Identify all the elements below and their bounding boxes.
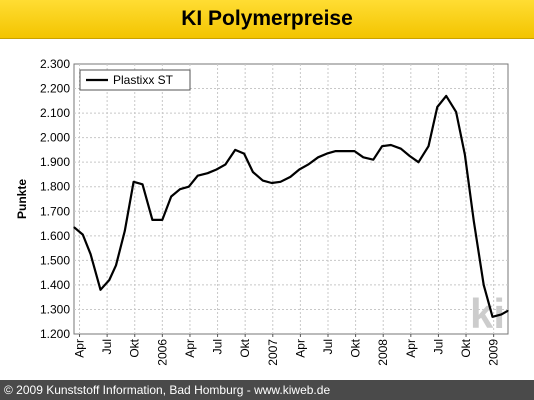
data-point [133, 181, 135, 183]
data-point [427, 145, 430, 147]
data-point [307, 164, 309, 166]
data-point [188, 186, 190, 188]
data-point [317, 156, 319, 158]
line-chart: ki 1.2001.3001.4001.5001.6001.7001.8001.… [15, 57, 509, 366]
data-point [224, 164, 226, 166]
plot-area [73, 63, 509, 335]
x-tick-label: 2009 [487, 339, 501, 366]
data-point [73, 226, 75, 228]
data-point [500, 313, 502, 315]
y-tick-label: 1.600 [40, 229, 70, 243]
data-point [234, 149, 236, 151]
y-axis-label: Punkte [15, 179, 29, 219]
x-tick-label: Apr [404, 339, 418, 358]
y-tick-label: 1.300 [40, 302, 70, 316]
y-tick-label: 1.800 [40, 180, 70, 194]
data-point [124, 230, 126, 232]
data-point [262, 179, 264, 182]
y-tick-label: 2.300 [40, 57, 70, 71]
x-tick-label: 2008 [376, 339, 390, 366]
footer: © 2009 Kunststoff Information, Bad Hombu… [0, 380, 534, 400]
data-point [381, 145, 383, 147]
y-tick-label: 1.700 [40, 204, 70, 218]
legend: Plastixx ST [79, 69, 191, 91]
data-point [108, 279, 110, 281]
legend-label-plastixx-st: Plastixx ST [113, 73, 174, 87]
data-point [436, 106, 438, 108]
data-point [161, 219, 163, 221]
y-tick-label: 1.900 [40, 155, 70, 169]
y-tick-label: 1.200 [40, 327, 70, 341]
x-tick-label: Okt [459, 338, 473, 357]
x-tick-label: Jul [211, 339, 225, 354]
data-point [298, 168, 300, 171]
data-point [353, 150, 356, 152]
x-axis-ticks: Apr Jul Okt 2006 Apr Jul Okt 2007 Apr Jul Okt 2008 A… [73, 334, 501, 366]
data-point [179, 188, 181, 190]
data-point [390, 144, 392, 146]
y-tick-label: 2.100 [40, 106, 70, 120]
data-point [151, 219, 154, 221]
x-tick-label: Apr [183, 339, 197, 358]
x-tick-label: Apr [293, 339, 307, 358]
copyright-text: © 2009 Kunststoff Information, Bad Hombu… [4, 383, 331, 397]
x-tick-label: Okt [238, 338, 252, 357]
data-point [215, 168, 218, 171]
data-point [491, 316, 494, 318]
data-point [326, 152, 328, 155]
data-point [207, 172, 209, 174]
data-point [89, 253, 92, 255]
data-point [409, 155, 411, 157]
data-point [507, 310, 509, 312]
data-point [483, 284, 485, 286]
x-tick-label: Okt [128, 338, 142, 357]
grid-lines [74, 64, 508, 334]
x-tick-label: Jul [431, 339, 445, 354]
data-point [82, 233, 84, 236]
data-point [345, 150, 347, 152]
data-point [170, 195, 172, 198]
y-tick-label: 1.500 [40, 253, 70, 267]
x-tick-label: Jul [100, 339, 114, 354]
data-point [362, 156, 364, 158]
x-tick-label: Apr [73, 339, 87, 358]
title-bar: KI Polymerpreise [0, 0, 534, 39]
x-tick-label: Okt [349, 338, 363, 357]
y-tick-label: 2.000 [40, 131, 70, 145]
data-point [99, 289, 102, 291]
data-point [115, 264, 117, 266]
data-point [197, 175, 199, 177]
data-point [289, 176, 292, 178]
x-tick-label: 2007 [266, 339, 280, 366]
data-point [252, 171, 254, 173]
data-point [473, 220, 475, 222]
series-group [73, 94, 509, 318]
data-point [335, 150, 337, 152]
data-point [464, 154, 466, 156]
data-point [455, 111, 457, 113]
data-point [372, 159, 374, 161]
data-point [271, 182, 273, 184]
legend-box [79, 69, 191, 91]
page-title: KI Polymerpreise [181, 7, 353, 30]
data-point [141, 183, 144, 185]
data-point [400, 148, 402, 150]
data-point [445, 95, 447, 97]
data-point [279, 181, 282, 183]
y-tick-label: 1.400 [40, 278, 70, 292]
data-point [243, 152, 245, 155]
x-tick-label: Jul [321, 339, 335, 354]
y-axis-ticks: 1.200 1.300 1.400 1.500 1.600 1.700 1.800 1.900… [40, 57, 70, 341]
y-tick-label: 2.200 [40, 82, 70, 96]
data-point [417, 161, 420, 163]
x-tick-label: 2006 [155, 339, 169, 366]
